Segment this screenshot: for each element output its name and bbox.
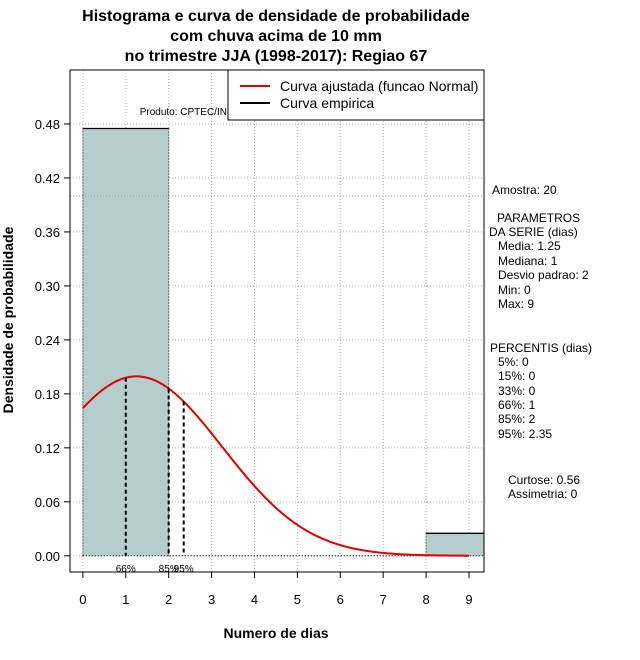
fitted-normal-curve xyxy=(82,375,469,557)
param-mean: Media: 1.25 xyxy=(498,239,561,253)
percentile-66: 66%: 1 xyxy=(498,398,536,412)
y-tick-label: 0.06 xyxy=(35,495,60,510)
param-min: Min: 0 xyxy=(498,283,531,297)
x-tick-label: 4 xyxy=(251,592,258,607)
percentile-marker-label: 95% xyxy=(174,564,194,575)
legend: Curva ajustada (funcao Normal) Curva emp… xyxy=(227,69,485,121)
y-tick-label: 0.48 xyxy=(35,117,60,132)
x-tick-label: 3 xyxy=(208,592,215,607)
params-title-1: PARAMETROS xyxy=(497,211,580,225)
kurtosis: Curtose: 0.56 xyxy=(508,473,580,487)
skewness: Assimetria: 0 xyxy=(508,487,578,501)
param-median: Mediana: 1 xyxy=(498,254,558,268)
credit-label: Produto: CPTEC/INPE xyxy=(140,107,241,118)
percentile-marker-label: 85% xyxy=(159,564,179,575)
x-tick-label: 8 xyxy=(422,592,429,607)
y-tick-label: 0.36 xyxy=(35,225,60,240)
param-std: Desvio padrao: 2 xyxy=(498,268,589,282)
param-max: Max: 9 xyxy=(498,297,534,311)
x-tick-label: 2 xyxy=(165,592,172,607)
params-title-2: DA SERIE (dias) xyxy=(489,225,578,239)
y-tick-label: 0.24 xyxy=(35,333,60,348)
percentile-15: 15%: 0 xyxy=(498,369,536,383)
sample-size: Amostra: 20 xyxy=(492,183,557,197)
percentile-5: 5%: 0 xyxy=(498,355,529,369)
x-tick-label: 9 xyxy=(465,592,472,607)
x-tick-label: 6 xyxy=(337,592,344,607)
statistics-panel: Amostra: 20 PARAMETROS DA SERIE (dias) M… xyxy=(489,183,592,501)
legend-box xyxy=(227,69,485,121)
percentile-markers: 66% 85%95% xyxy=(116,377,194,575)
percentis-title: PERCENTIS (dias) xyxy=(490,341,592,355)
x-tick-label: 0 xyxy=(79,592,86,607)
y-axis-title: Densidade de probabilidade xyxy=(0,226,16,413)
x-axis-title: Numero de dias xyxy=(223,625,328,641)
chart-title-line-3: no trimestre JJA (1998-2017): Regiao 67 xyxy=(125,48,428,65)
x-tick-label: 5 xyxy=(294,592,301,607)
y-tick-label: 0.12 xyxy=(35,441,60,456)
histogram-bars xyxy=(82,127,485,557)
fitted-curve xyxy=(82,375,469,557)
percentile-33: 33%: 0 xyxy=(498,384,536,398)
chart-title-line-2: com chuva acima de 10 mm xyxy=(170,28,382,45)
percentile-marker-label: 66% xyxy=(116,564,136,575)
legend-label-fitted-curve: Curva ajustada (funcao Normal) xyxy=(280,78,478,94)
y-tick-label: 0.42 xyxy=(35,171,60,186)
percentile-85: 85%: 2 xyxy=(498,412,536,426)
chart-title-line-1: Histograma e curva de densidade de proba… xyxy=(82,8,470,25)
x-tick-label: 1 xyxy=(122,592,129,607)
x-tick-label: 7 xyxy=(380,592,387,607)
percentile-95: 95%: 2.35 xyxy=(498,427,552,441)
y-tick-label: 0.18 xyxy=(35,387,60,402)
legend-label-empirical: Curva empirica xyxy=(280,95,374,111)
histogram-bar xyxy=(426,533,484,556)
y-tick-label: 0.30 xyxy=(35,279,60,294)
y-tick-label: 0.00 xyxy=(35,549,60,564)
